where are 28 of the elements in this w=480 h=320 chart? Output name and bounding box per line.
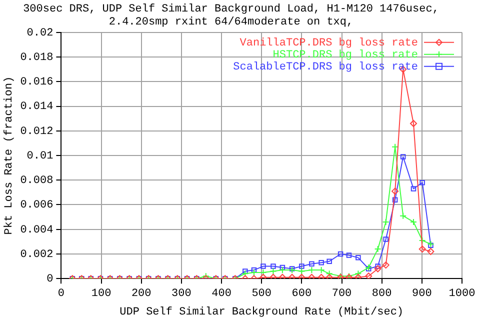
x-tick-label: 700 [332, 288, 352, 300]
y-tick-label: 0.008 [20, 175, 54, 188]
y-axis-title: Pkt Loss Rate (fraction) [4, 76, 16, 235]
legend-label: HSTCP.DRS bg loss rate [272, 49, 418, 62]
y-tick-label: 0.018 [20, 52, 54, 64]
x-tick-label: 800 [372, 288, 392, 300]
chart-title: 300sec DRS, UDP Self Similar Background Load, H1-M120 1476usec, 2.4.20smp rxint 64/64moderate on txq, [23, 4, 439, 29]
x-tick-label: 1000 [448, 288, 476, 300]
x-tick-label: 500 [252, 288, 272, 300]
y-tick-label: 0.006 [20, 200, 54, 212]
y-tick-label: 0.014 [20, 101, 54, 114]
x-tick-label: 0 [58, 288, 65, 300]
x-axis-title: UDP Self Similar Background Rate (Mbit/sec) [120, 306, 404, 318]
y-tick-label: 0.016 [20, 76, 54, 89]
x-tick-label: 900 [412, 288, 432, 300]
y-tick-label: 0.002 [20, 248, 54, 261]
legend-label: VanillaTCP.DRS bg loss rate [240, 37, 418, 50]
y-tick-label: 0 [46, 274, 54, 286]
x-tick-label: 300 [172, 288, 192, 300]
y-tick-label: 0.004 [20, 224, 54, 236]
legend-label: ScalableTCP.DRS bg loss rate [233, 61, 418, 74]
x-tick-label: 200 [131, 288, 152, 300]
y-tick-label: 0.01 [26, 150, 54, 162]
x-tick-label: 100 [91, 288, 112, 300]
x-tick-label: 400 [212, 288, 232, 300]
y-tick-label: 0.012 [20, 126, 54, 138]
y-tick-label: 0.02 [26, 27, 54, 40]
x-tick-label: 600 [292, 288, 312, 300]
